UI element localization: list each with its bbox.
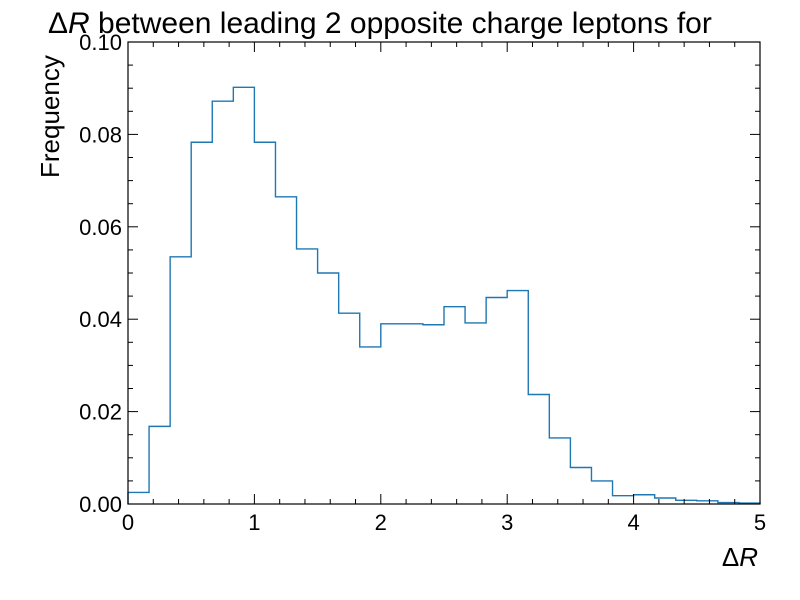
histogram-series [127, 86, 761, 504]
tick-labels: 0 1 2 3 4 5 0.00 0.02 0.04 0.06 0.08 0.10 [79, 30, 766, 535]
chart-title-var: R [68, 7, 90, 40]
x-tick-label: 1 [248, 510, 260, 535]
x-axis-label-prefix: Δ [722, 542, 739, 572]
chart-title-prefix: Δ [48, 7, 68, 40]
x-tick-label: 2 [375, 510, 387, 535]
plot-frame [127, 41, 761, 505]
x-axis-label-var: R [739, 542, 758, 572]
y-tick-label: 0.02 [79, 400, 122, 425]
x-tick-label: 5 [754, 510, 766, 535]
x-tick-label: 3 [501, 510, 513, 535]
histogram-step-line [127, 86, 761, 504]
y-tick-label: 0.00 [79, 492, 122, 517]
x-tick-label: 0 [122, 510, 134, 535]
chart-title: ΔR between leading 2 opposite charge lep… [48, 7, 712, 40]
y-tick-label: 0.10 [79, 30, 122, 55]
axis-ticks [127, 41, 761, 505]
x-axis-label: ΔR [722, 542, 758, 572]
chart-title-suffix: between leading 2 opposite charge lepton… [90, 7, 712, 40]
y-tick-label: 0.06 [79, 215, 122, 240]
x-tick-label: 4 [627, 510, 639, 535]
y-tick-label: 0.04 [79, 307, 122, 332]
y-tick-label: 0.08 [79, 122, 122, 147]
y-axis-label: Frequency [35, 55, 65, 178]
